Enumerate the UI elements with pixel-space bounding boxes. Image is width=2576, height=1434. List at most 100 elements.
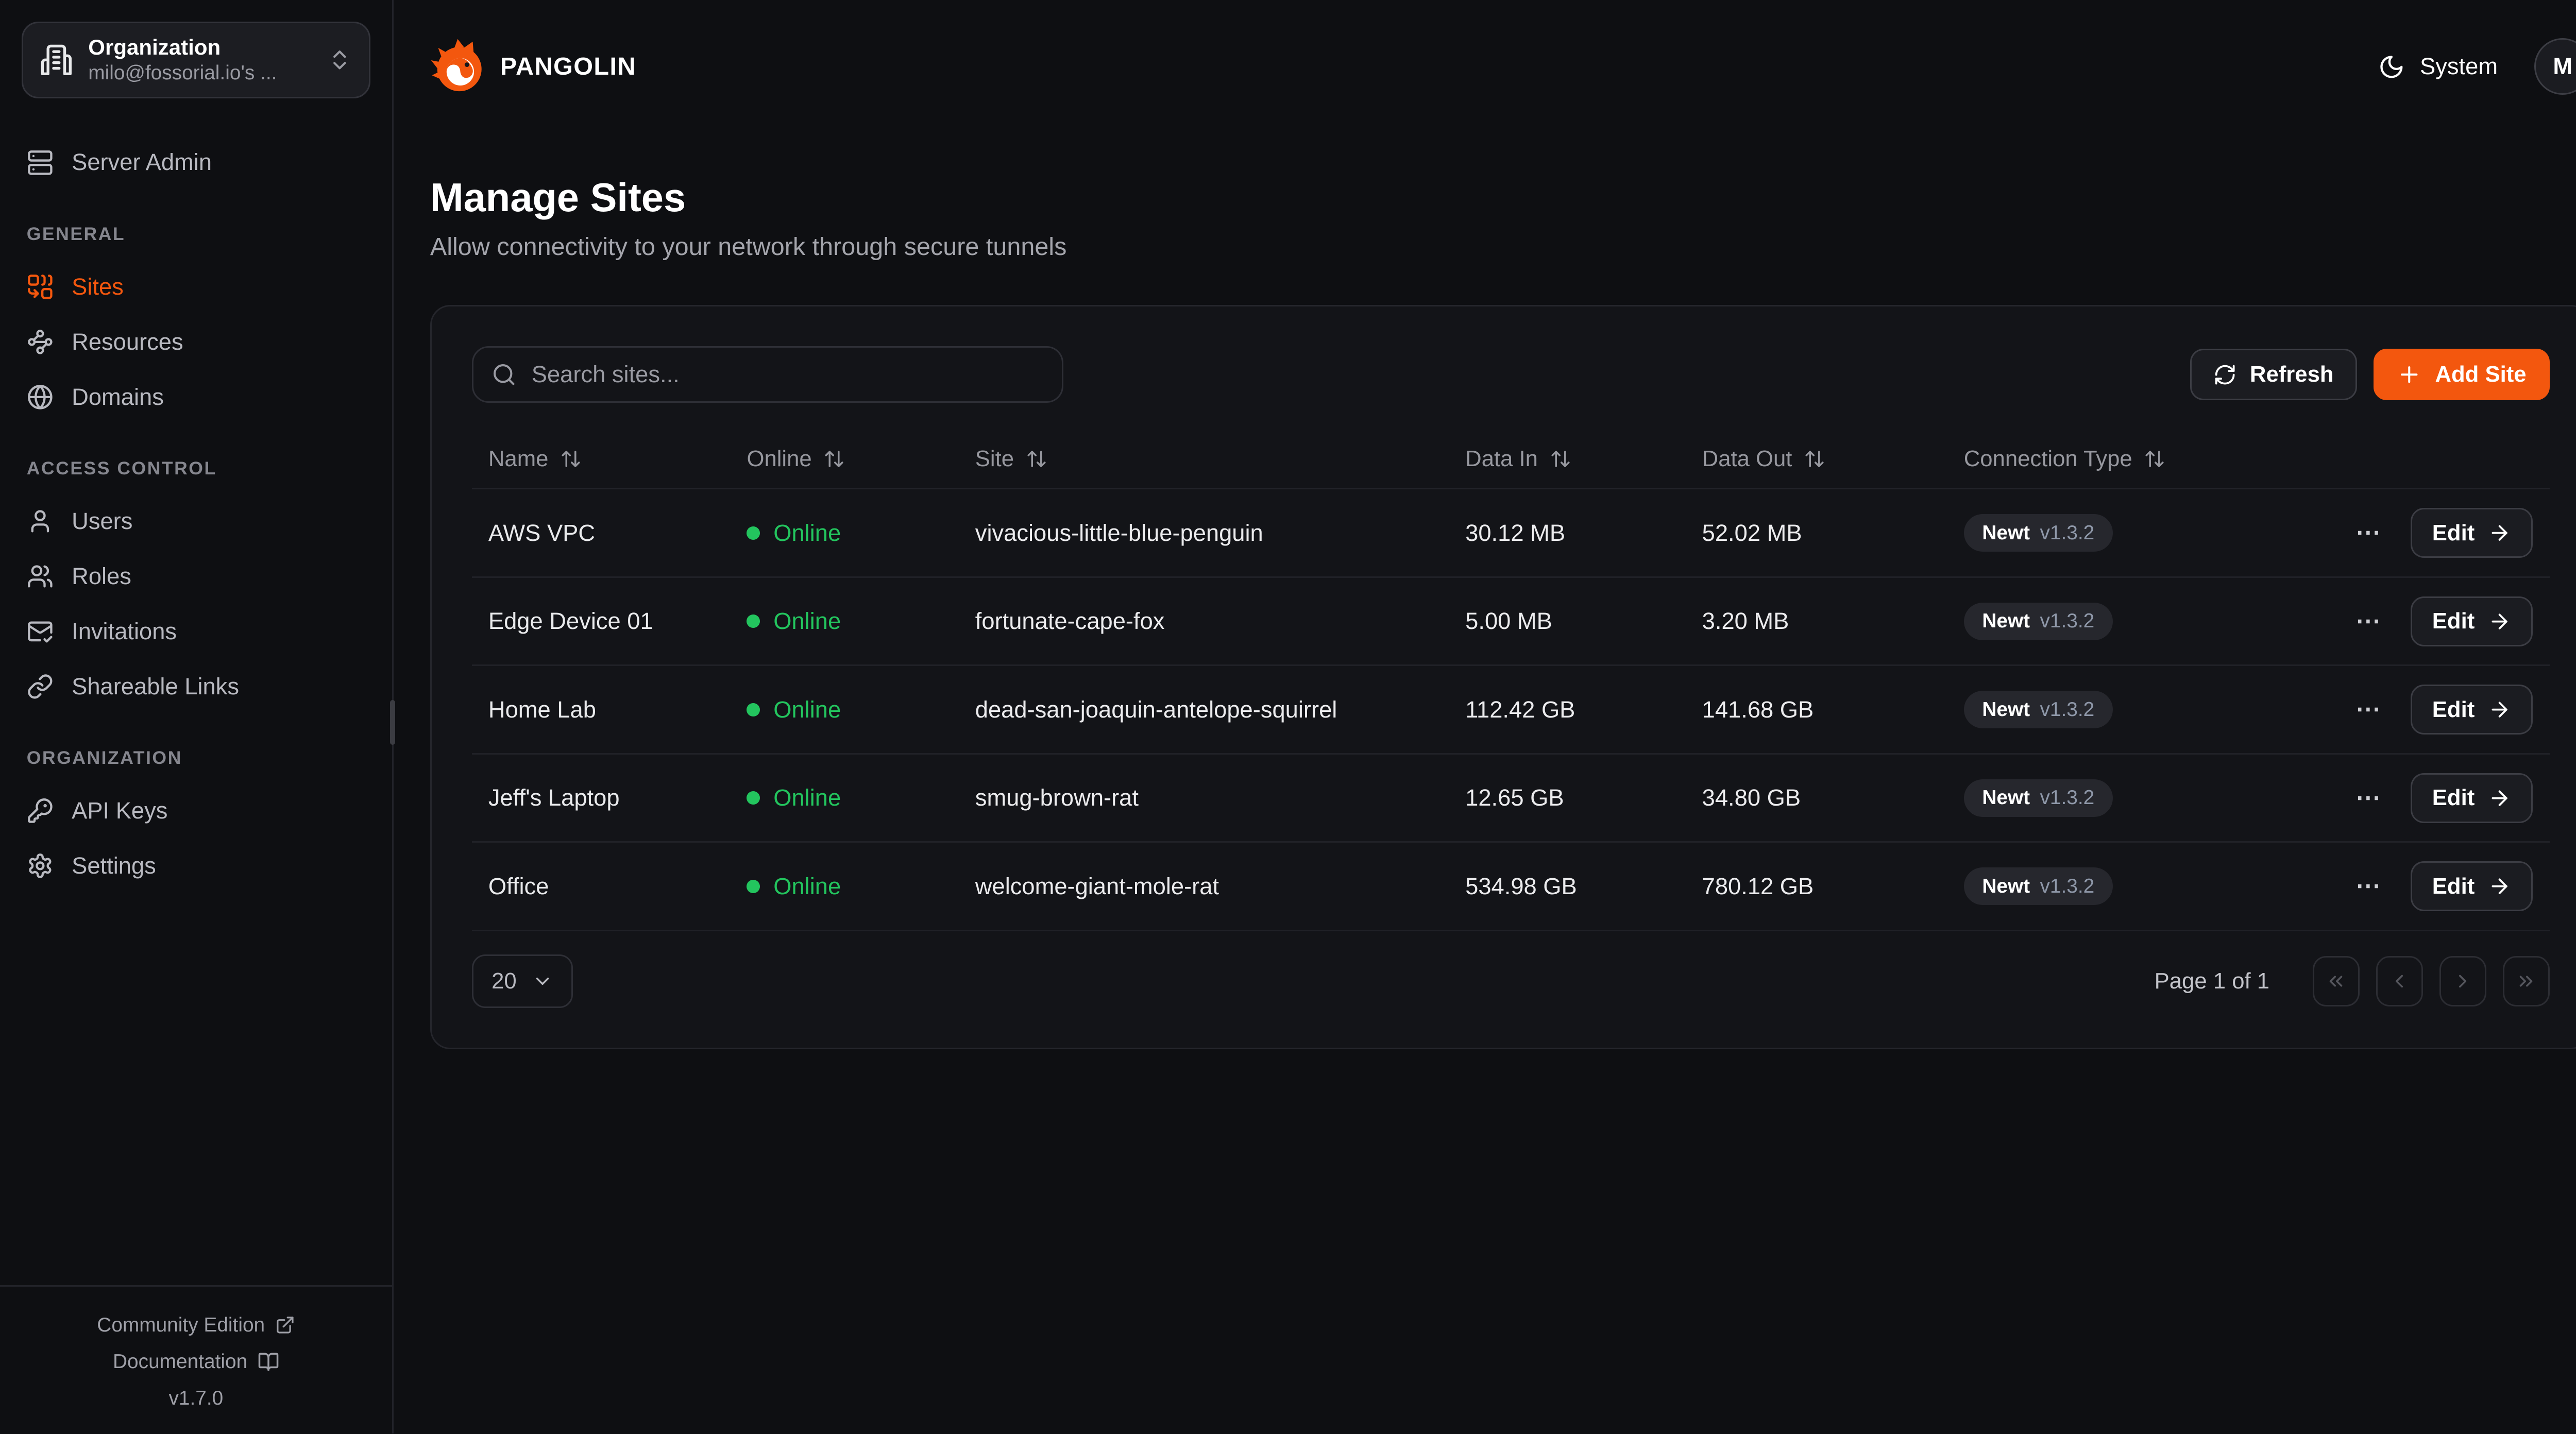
table-footer: 20 Page 1 of 1 <box>471 954 2550 1008</box>
column-header-data-out[interactable]: Data Out <box>1685 446 1947 472</box>
column-header-site[interactable]: Site <box>958 446 1448 472</box>
sidebar-item-label: Domains <box>72 383 164 410</box>
connection-type-cell: Newt v1.3.2 <box>1947 602 2352 640</box>
sidebar-item-label: Shareable Links <box>72 673 239 699</box>
page-size-select[interactable]: 20 <box>471 954 573 1008</box>
sidebar-item-roles[interactable]: Roles <box>27 549 365 604</box>
arrow-right-icon <box>2488 787 2511 810</box>
avatar[interactable]: M <box>2534 38 2576 95</box>
add-site-button[interactable]: Add Site <box>2373 349 2550 401</box>
page-head: Manage Sites Allow connectivity to your … <box>430 175 2576 262</box>
sidebar: Organization milo@fossorial.io's ... Ser… <box>0 0 396 1433</box>
topbar: PANGOLIN System M <box>430 33 2576 100</box>
community-edition-link[interactable]: Community Edition <box>0 1307 392 1343</box>
row-menu-button[interactable]: ⋯ <box>2352 870 2386 902</box>
row-menu-button[interactable]: ⋯ <box>2352 782 2386 813</box>
column-header-connection-type[interactable]: Connection Type <box>1947 446 2352 472</box>
online-status: Online <box>730 784 958 811</box>
arrow-right-icon <box>2488 521 2511 544</box>
connection-badge: Newt v1.3.2 <box>1963 514 2113 552</box>
org-picker[interactable]: Organization milo@fossorial.io's ... <box>22 22 370 98</box>
page-indicator: Page 1 of 1 <box>2154 968 2270 994</box>
sidebar-item-settings[interactable]: Settings <box>27 839 365 894</box>
column-header-online[interactable]: Online <box>730 446 958 472</box>
mail-check-icon <box>27 618 54 645</box>
online-dot-icon <box>747 614 760 628</box>
sidebar-resize-handle[interactable] <box>390 700 396 745</box>
arrow-right-icon <box>2488 610 2511 633</box>
sidebar-item-label: Resources <box>72 328 183 355</box>
row-menu-button[interactable]: ⋯ <box>2352 694 2386 725</box>
sidebar-footer: Community Edition Documentation v1.7.0 <box>0 1285 392 1433</box>
table-header-row: Name Online Site Data In <box>471 430 2550 490</box>
section-title-organization: ORGANIZATION <box>26 747 182 768</box>
online-status: Online <box>730 696 958 723</box>
chevron-left-icon <box>2388 970 2410 992</box>
documentation-link[interactable]: Documentation <box>0 1343 392 1380</box>
search-icon <box>492 362 517 387</box>
sidebar-item-resources[interactable]: Resources <box>27 314 365 369</box>
column-header-name[interactable]: Name <box>472 446 731 472</box>
site-slug: welcome-giant-mole-rat <box>975 873 1219 899</box>
site-name: Home Lab <box>488 696 596 723</box>
refresh-icon <box>2213 363 2236 386</box>
server-icon <box>27 149 54 176</box>
row-menu-button[interactable]: ⋯ <box>2352 605 2386 637</box>
external-link-icon <box>275 1315 295 1335</box>
data-out: 34.80 GB <box>1702 784 1801 811</box>
brand[interactable]: PANGOLIN <box>430 38 636 95</box>
last-page-button[interactable] <box>2503 956 2550 1006</box>
sort-icon <box>1550 448 1571 470</box>
previous-page-button[interactable] <box>2376 956 2423 1006</box>
sidebar-item-label: Roles <box>72 563 131 590</box>
sites-icon <box>27 274 54 300</box>
online-dot-icon <box>747 879 760 893</box>
refresh-button[interactable]: Refresh <box>2190 349 2357 401</box>
chevrons-up-down-icon <box>327 47 352 73</box>
users-icon <box>27 563 54 590</box>
row-menu-button[interactable]: ⋯ <box>2352 517 2386 549</box>
connection-badge: Newt v1.3.2 <box>1963 779 2113 817</box>
key-icon <box>27 797 54 824</box>
sidebar-nav: Server Admin GENERAL Sites Resources <box>22 135 370 1285</box>
site-slug: fortunate-cape-fox <box>975 608 1165 635</box>
org-picker-value: milo@fossorial.io's ... <box>88 62 277 84</box>
sidebar-item-invitations[interactable]: Invitations <box>27 604 365 659</box>
table-row: Jeff's Laptop Online smug-brown-rat 12.6… <box>471 755 2550 843</box>
search-input[interactable] <box>531 361 1044 388</box>
edit-button[interactable]: Edit <box>2410 508 2533 558</box>
online-status: Online <box>730 873 958 900</box>
sidebar-item-sites[interactable]: Sites <box>27 260 365 315</box>
edit-button[interactable]: Edit <box>2410 773 2533 823</box>
sidebar-item-api-keys[interactable]: API Keys <box>27 783 365 839</box>
org-picker-label: Organization <box>88 35 221 60</box>
first-page-button[interactable] <box>2313 956 2360 1006</box>
table-row: Office Online welcome-giant-mole-rat 534… <box>471 843 2550 931</box>
chevrons-right-icon <box>2515 970 2537 992</box>
version-label: v1.7.0 <box>168 1387 224 1410</box>
building-icon <box>40 43 73 77</box>
online-dot-icon <box>747 526 760 540</box>
globe-icon <box>27 384 54 411</box>
table-row: AWS VPC Online vivacious-little-blue-pen… <box>471 489 2550 578</box>
data-in: 112.42 GB <box>1465 696 1575 723</box>
edit-button[interactable]: Edit <box>2410 596 2533 646</box>
table-row: Home Lab Online dead-san-joaquin-antelop… <box>471 666 2550 755</box>
column-header-data-in[interactable]: Data In <box>1449 446 1686 472</box>
sidebar-item-shareable-links[interactable]: Shareable Links <box>27 659 365 714</box>
theme-toggle-button[interactable]: System <box>2378 53 2498 80</box>
sidebar-item-server-admin[interactable]: Server Admin <box>27 135 365 190</box>
sidebar-item-label: API Keys <box>72 797 168 824</box>
online-status: Online <box>730 608 958 635</box>
chevrons-left-icon <box>2325 970 2347 992</box>
next-page-button[interactable] <box>2439 956 2486 1006</box>
sidebar-item-label: Sites <box>72 274 124 300</box>
data-in: 30.12 MB <box>1465 519 1566 546</box>
edit-button[interactable]: Edit <box>2410 861 2533 912</box>
edit-button[interactable]: Edit <box>2410 685 2533 735</box>
sidebar-item-domains[interactable]: Domains <box>27 369 365 424</box>
sidebar-item-users[interactable]: Users <box>27 494 365 549</box>
site-name: Edge Device 01 <box>488 608 653 635</box>
card-toolbar: Refresh Add Site <box>471 346 2550 403</box>
